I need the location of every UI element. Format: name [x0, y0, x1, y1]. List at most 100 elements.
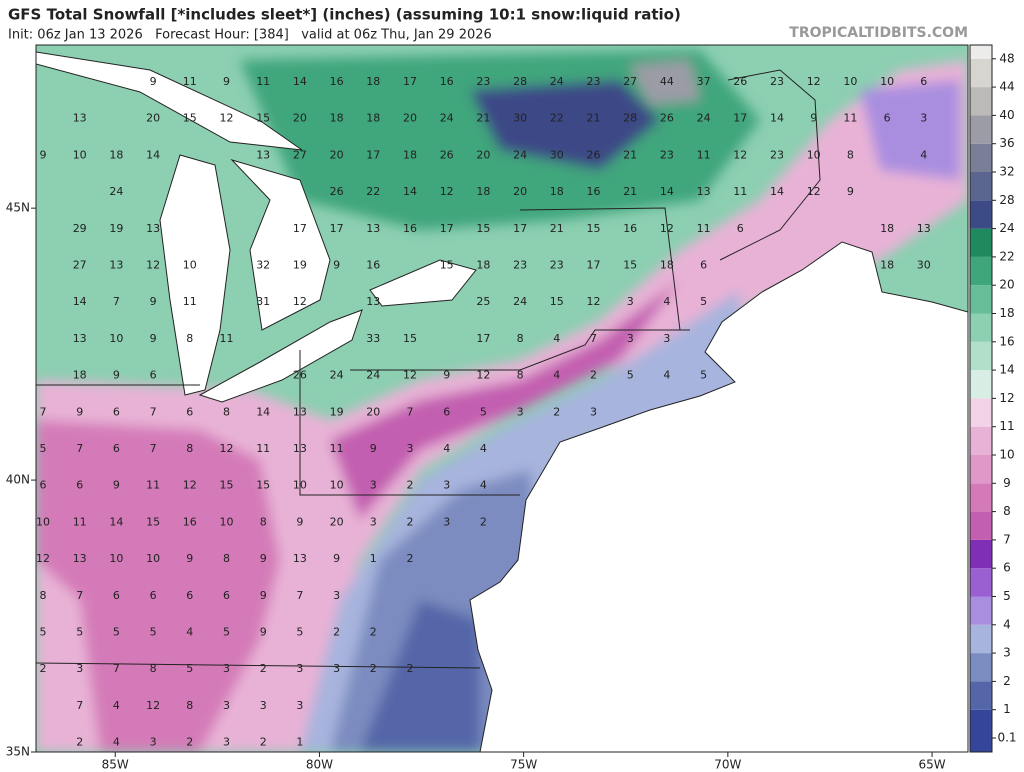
snow-value: 18 [73, 369, 87, 382]
snow-value: 3 [333, 662, 340, 675]
snow-value: 6 [76, 479, 83, 492]
snow-value: 12 [146, 699, 160, 712]
snow-value: 9 [260, 552, 267, 565]
snow-value: 14 [256, 405, 270, 418]
field-shading [36, 50, 968, 752]
snow-value: 1 [370, 552, 377, 565]
colorbar-label: 32 [999, 165, 1014, 179]
snow-value: 28 [513, 75, 527, 88]
colorbar-cell [970, 313, 992, 342]
colorbar-label: 12 [999, 391, 1014, 405]
snow-value: 3 [370, 479, 377, 492]
snow-value: 12 [476, 369, 490, 382]
snow-value: 5 [700, 369, 707, 382]
snow-value: 3 [260, 699, 267, 712]
snow-value: 24 [513, 295, 527, 308]
snow-value: 5 [700, 295, 707, 308]
snow-value: 13 [73, 112, 87, 125]
snow-value: 16 [587, 185, 601, 198]
snow-value: 32 [256, 259, 270, 272]
snow-value: 9 [113, 369, 120, 382]
snow-value: 3 [920, 112, 927, 125]
snow-value: 12 [220, 112, 234, 125]
snow-value: 2 [407, 552, 414, 565]
snow-value: 2 [260, 736, 267, 749]
snow-value: 11 [183, 75, 197, 88]
snow-value: 6 [113, 442, 120, 455]
snow-value: 26 [660, 112, 674, 125]
field-magenta-band [330, 280, 680, 520]
colorbar-label: 2 [1003, 674, 1011, 688]
snow-value: 4 [663, 369, 670, 382]
snow-value: 28 [623, 112, 637, 125]
snow-value: 21 [587, 112, 601, 125]
lat-tick-label: 35N [6, 745, 30, 759]
snow-value: 2 [76, 736, 83, 749]
snow-value: 5 [627, 369, 634, 382]
snow-value: 13 [366, 295, 380, 308]
snow-value: 6 [150, 589, 157, 602]
colorbar-label: 11 [999, 419, 1014, 433]
snow-value: 14 [109, 515, 123, 528]
snow-value: 6 [223, 589, 230, 602]
snow-value: 7 [113, 295, 120, 308]
field-magenta [36, 420, 280, 752]
snow-value: 8 [847, 148, 854, 161]
snow-value: 15 [146, 515, 160, 528]
lon-tick-label: 70W [714, 758, 741, 772]
snow-value: 9 [150, 75, 157, 88]
snow-value: 4 [186, 626, 193, 639]
colorbar-label: 36 [999, 136, 1014, 150]
colorbar-cell [970, 568, 992, 597]
snow-value: 5 [296, 626, 303, 639]
snow-value: 4 [480, 442, 487, 455]
snow-value: 26 [440, 148, 454, 161]
snow-value: 44 [660, 75, 674, 88]
snow-value: 15 [623, 259, 637, 272]
field-heaviest [630, 60, 700, 105]
snow-value: 6 [920, 75, 927, 88]
snow-value: 2 [370, 626, 377, 639]
snow-value: 7 [590, 332, 597, 345]
snow-value: 5 [76, 626, 83, 639]
snow-value: 4 [113, 736, 120, 749]
snow-value: 15 [183, 112, 197, 125]
snow-value: 3 [443, 479, 450, 492]
snow-value: 18 [476, 185, 490, 198]
snow-value: 11 [256, 75, 270, 88]
snow-value: 7 [76, 699, 83, 712]
snow-value: 7 [150, 442, 157, 455]
snow-value: 6 [113, 589, 120, 602]
snow-value: 9 [296, 515, 303, 528]
snow-value: 13 [256, 148, 270, 161]
lon-tick-label: 65W [918, 758, 945, 772]
snow-value: 15 [256, 479, 270, 492]
colorbar-label: 5 [1003, 589, 1011, 603]
snow-value: 23 [770, 75, 784, 88]
snow-value: 16 [403, 222, 417, 235]
snow-value: 23 [476, 75, 490, 88]
snow-value: 14 [770, 112, 784, 125]
snow-value: 6 [186, 589, 193, 602]
snow-value: 27 [623, 75, 637, 88]
snow-value: 24 [697, 112, 711, 125]
snow-value: 22 [550, 112, 564, 125]
snow-value: 9 [810, 112, 817, 125]
snow-value: 8 [223, 405, 230, 418]
snow-value: 14 [403, 185, 417, 198]
snow-value: 24 [550, 75, 564, 88]
snow-value: 4 [553, 369, 560, 382]
lat-tick-label: 40N [6, 473, 30, 487]
snow-value: 15 [440, 259, 454, 272]
colorbar-cell [970, 45, 992, 59]
snow-value: 11 [843, 112, 857, 125]
snow-value: 22 [366, 185, 380, 198]
snow-value: 4 [553, 332, 560, 345]
snow-value: 37 [697, 75, 711, 88]
snow-value: 7 [76, 589, 83, 602]
field-purple [860, 80, 960, 180]
snow-value: 7 [407, 405, 414, 418]
colorbar-label: 24 [999, 221, 1014, 235]
snow-value: 13 [109, 259, 123, 272]
snow-value: 10 [109, 332, 123, 345]
